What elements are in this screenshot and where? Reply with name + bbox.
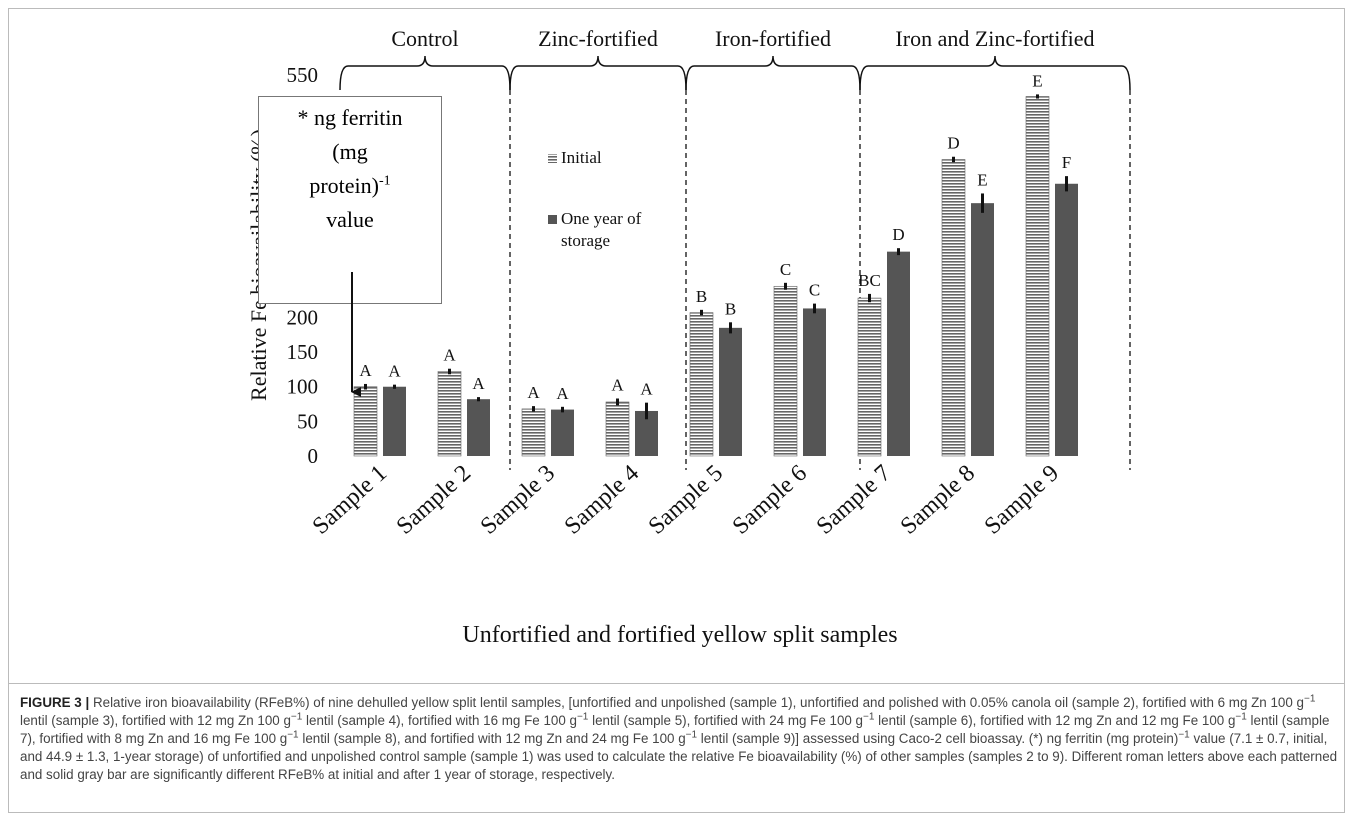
annotation: * ng ferritin (mg protein)-1 value: [258, 96, 442, 304]
significance-letter: B: [725, 299, 736, 318]
bar: [1025, 96, 1050, 457]
x-tick-label: Sample 2: [392, 460, 476, 540]
significance-letter: A: [388, 362, 401, 381]
y-tick-label: 50: [297, 409, 318, 433]
bar: [467, 399, 490, 456]
caption-sup: −1: [863, 711, 875, 723]
bar: [605, 401, 630, 457]
significance-letter: A: [443, 346, 456, 365]
caption-label: FIGURE 3 |: [20, 695, 90, 710]
annotation-box: * ng ferritin (mg protein)-1 value: [258, 96, 442, 304]
legend-swatch: [548, 215, 557, 224]
significance-letter: A: [556, 384, 569, 403]
caption-text: lentil (sample 3), fortified with 12 mg …: [20, 713, 291, 728]
y-tick-label: 0: [308, 444, 319, 468]
bar: [971, 203, 994, 456]
significance-letter: C: [780, 260, 791, 279]
significance-letter: A: [359, 361, 372, 380]
y-tick-label: 200: [287, 305, 319, 329]
legend-label: Initial: [561, 148, 602, 167]
x-tick-label: Sample 7: [812, 460, 896, 540]
x-tick-label: Sample 3: [476, 460, 560, 540]
bar: [803, 308, 826, 456]
bar: [521, 408, 546, 457]
y-tick-label: 100: [287, 375, 319, 399]
caption-rule: [8, 683, 1345, 684]
caption: FIGURE 3 | Relative iron bioavailability…: [20, 694, 1338, 784]
chart: Relative Fe bioavailability (%) Unfortif…: [246, 26, 1131, 648]
caption-text: lentil (sample 4), fortified with 16 mg …: [302, 713, 577, 728]
significance-letter: A: [611, 376, 624, 395]
caption-sup: −1: [1303, 693, 1316, 705]
y-tick-label: 550: [287, 63, 319, 87]
group-label: Iron-fortified: [715, 26, 831, 51]
legend-label: One year of storage: [561, 209, 642, 250]
group-bracket: [509, 55, 687, 91]
caption-text: value (7.1 ± 0.7, initial, and 44.9 ± 1.…: [20, 731, 1338, 782]
caption-sup: −1: [1178, 729, 1190, 741]
caption-sup: −1: [576, 711, 589, 723]
legend-entry: Initial: [561, 148, 602, 167]
figure-frame: [8, 8, 1345, 813]
x-tick-label: Sample 8: [896, 460, 980, 540]
legend-entry: One year of storage: [561, 209, 642, 250]
bar: [353, 386, 378, 457]
x-tick-label: Sample 5: [644, 460, 728, 540]
significance-letter: D: [892, 225, 904, 244]
significance-letter: E: [977, 170, 987, 189]
significance-letter: C: [809, 281, 820, 300]
x-tick-label: Sample 9: [980, 460, 1064, 540]
significance-letter: F: [1062, 153, 1071, 172]
significance-letter: B: [696, 287, 707, 306]
bar: [941, 159, 966, 457]
caption-sup: −1: [287, 729, 299, 741]
legend-swatch: [548, 154, 557, 163]
x-axis-title: Unfortified and fortified yellow split s…: [462, 622, 897, 648]
significance-letter: E: [1032, 71, 1042, 90]
caption-text: lentil (sample 8), and fortified with 12…: [298, 731, 686, 746]
bar: [719, 327, 742, 456]
bar: [635, 410, 658, 456]
caption-text: lentil (sample 5), fortified with 24 mg …: [588, 713, 864, 728]
annotation-text: * ng ferritin (mg protein): [297, 105, 403, 198]
significance-letter: D: [947, 134, 959, 153]
group-label: Control: [391, 26, 458, 51]
significance-letter: A: [527, 383, 540, 402]
bar: [383, 386, 406, 456]
bar: [551, 409, 574, 456]
bar: [857, 297, 882, 457]
y-tick-label: 150: [287, 340, 319, 364]
group-label: Zinc-fortified: [538, 26, 658, 51]
caption-sup: −1: [290, 711, 303, 723]
caption-text: lentil (sample 9)] assessed using Caco-2…: [697, 731, 1179, 746]
bar: [437, 371, 462, 457]
significance-letter: A: [472, 374, 485, 393]
x-tick-label: Sample 4: [560, 460, 644, 540]
bar: [887, 251, 910, 456]
group-bracket: [859, 55, 1131, 91]
group-bracket: [339, 55, 511, 91]
annotation-sup: -1: [378, 173, 391, 189]
significance-letter: BC: [858, 271, 881, 290]
caption-text: lentil (sample 6), fortified with 12 mg …: [874, 713, 1236, 728]
caption-sup: −1: [1235, 711, 1247, 723]
significance-letter: A: [640, 380, 653, 399]
group-bracket: [685, 55, 861, 91]
bar: [1055, 183, 1078, 456]
caption-text: Relative iron bioavailability (RFeB%) of…: [92, 695, 1304, 710]
caption-text: lentil (sample 7), fortified with 8 mg Z…: [20, 713, 1330, 746]
annotation-text: value: [326, 207, 374, 232]
x-tick-label: Sample 6: [728, 460, 812, 540]
bar: [773, 285, 798, 457]
bar: [689, 312, 714, 457]
group-label: Iron and Zinc-fortified: [895, 26, 1094, 51]
x-tick-label: Sample 1: [308, 460, 392, 540]
caption-sup: −1: [685, 729, 698, 741]
